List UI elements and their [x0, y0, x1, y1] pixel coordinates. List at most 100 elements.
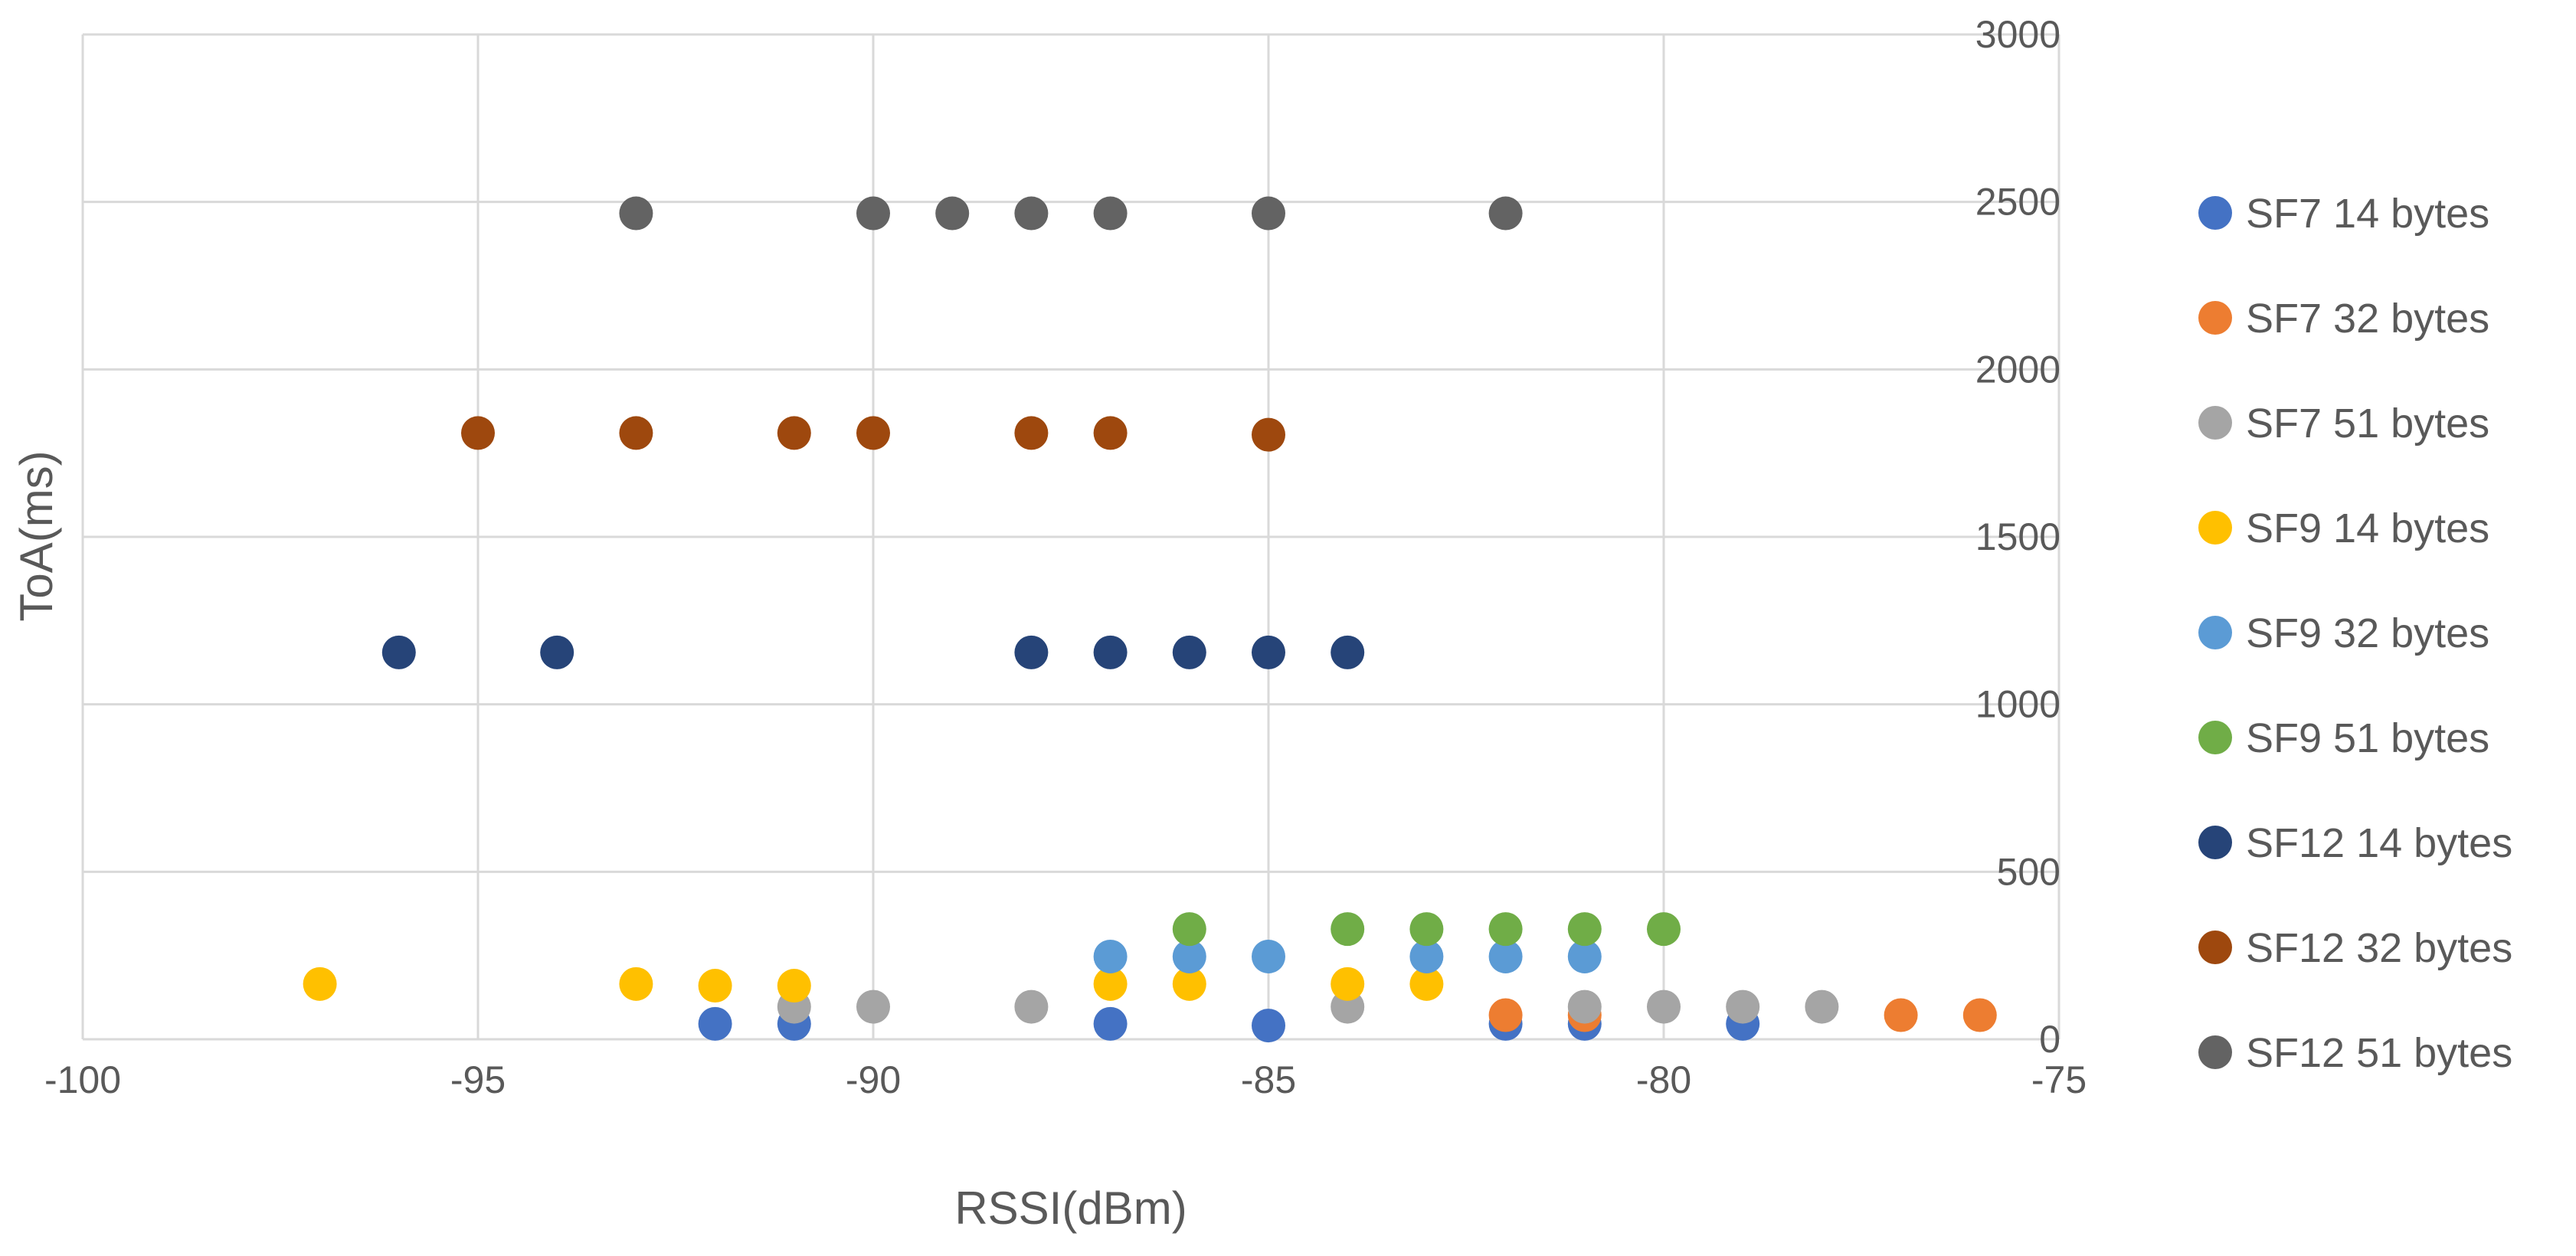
legend-label: SF12 51 bytes [2246, 1030, 2512, 1076]
series-group [1093, 939, 1602, 973]
y-tick-label: 500 [1997, 850, 2060, 893]
horizontal-gridlines [83, 33, 2059, 1041]
legend-label: SF7 14 bytes [2246, 191, 2489, 237]
data-point [381, 635, 416, 669]
data-point [1488, 998, 1523, 1032]
data-point [1567, 912, 1602, 947]
data-point [1409, 912, 1444, 947]
data-point [1014, 635, 1049, 669]
data-point [540, 635, 574, 669]
x-tick-label: -100 [44, 1058, 121, 1101]
data-point [1647, 989, 1681, 1024]
data-point [1172, 635, 1206, 669]
x-tick-label: -90 [846, 1058, 901, 1101]
data-point [1331, 967, 1365, 1001]
data-point [1172, 912, 1206, 947]
series-group [461, 416, 1285, 452]
data-point [777, 416, 811, 450]
x-tick-label: -80 [1636, 1058, 1691, 1101]
series-group [381, 635, 1365, 669]
legend-marker [2198, 196, 2232, 230]
data-point [1093, 1006, 1128, 1041]
legend-marker [2198, 1035, 2232, 1069]
y-axis-title: ToA(ms) [11, 450, 62, 621]
data-point [1252, 635, 1285, 669]
data-point [1488, 912, 1523, 947]
data-point [1647, 912, 1681, 947]
data-point [1252, 417, 1285, 452]
legend-marker [2198, 406, 2232, 440]
y-tick-label: 2000 [1975, 348, 2060, 391]
data-point [1014, 416, 1049, 450]
data-point [619, 196, 653, 231]
data-point [1331, 912, 1365, 947]
x-tick-label: -85 [1241, 1058, 1296, 1101]
data-point [619, 967, 653, 1001]
data-point [1093, 196, 1128, 231]
legend-label: SF12 32 bytes [2246, 925, 2512, 971]
data-point [856, 416, 890, 450]
series-group [303, 967, 1444, 1003]
data-point [1331, 635, 1365, 669]
data-point [698, 969, 732, 1003]
legend-label: SF9 14 bytes [2246, 505, 2489, 551]
series-group [619, 196, 1523, 231]
legend-marker [2198, 301, 2232, 335]
legend-label: SF7 32 bytes [2246, 296, 2489, 342]
legend-label: SF9 51 bytes [2246, 715, 2489, 761]
data-point [1172, 939, 1206, 973]
data-point [1093, 416, 1128, 450]
data-point [303, 967, 337, 1001]
data-point [1409, 967, 1444, 1001]
data-point [856, 196, 890, 231]
data-point [619, 416, 653, 450]
x-axis-title: RSSI(dBm) [954, 1182, 1187, 1234]
y-tick-label: 2500 [1975, 181, 2060, 224]
data-point [1488, 196, 1523, 231]
legend-marker [2198, 826, 2232, 859]
data-point [461, 416, 495, 450]
legend: SF7 14 bytes SF7 32 bytes SF7 51 bytes SF9 … [2198, 191, 2512, 1076]
data-point [1884, 998, 1918, 1032]
data-point [1093, 939, 1128, 973]
data-point [1567, 939, 1602, 973]
data-point [1172, 967, 1206, 1001]
x-tick-label: -95 [450, 1058, 506, 1101]
data-point [856, 989, 890, 1024]
x-tick-label: -75 [2031, 1058, 2087, 1101]
data-point [777, 969, 811, 1003]
data-point [935, 196, 970, 231]
series-group [777, 989, 1839, 1024]
legend-label: SF7 51 bytes [2246, 401, 2489, 446]
y-tick-label: 0 [2039, 1018, 2060, 1061]
legend-marker [2198, 721, 2232, 754]
data-point [1252, 1009, 1285, 1043]
data-point [1962, 998, 1997, 1032]
data-point [1014, 989, 1049, 1024]
data-point [1252, 939, 1285, 973]
data-point [1409, 939, 1444, 973]
y-tick-label: 1000 [1975, 683, 2060, 726]
legend-label: SF9 32 bytes [2246, 610, 2489, 656]
data-point [1488, 939, 1523, 973]
y-tick-label: 3000 [1975, 13, 2060, 56]
legend-marker [2198, 616, 2232, 649]
data-point [1014, 196, 1049, 231]
data-point [1252, 196, 1285, 231]
legend-label: SF12 14 bytes [2246, 820, 2512, 866]
plot-area [81, 33, 2060, 1043]
data-point [1567, 989, 1602, 1024]
legend-marker [2198, 511, 2232, 545]
series-group [1172, 912, 1681, 947]
data-point [698, 1006, 732, 1041]
data-point [1726, 989, 1760, 1024]
legend-marker [2198, 931, 2232, 964]
y-axis-tick-labels: 0 500 1000 1500 2000 2500 3000 [1975, 13, 2060, 1061]
data-points [303, 196, 1997, 1043]
x-axis-tick-labels: -100 -95 -90 -85 -80 -75 [44, 1058, 2087, 1101]
data-point [1093, 635, 1128, 669]
data-point [1805, 989, 1839, 1024]
y-tick-label: 1500 [1975, 515, 2060, 558]
data-point [1093, 967, 1128, 1001]
